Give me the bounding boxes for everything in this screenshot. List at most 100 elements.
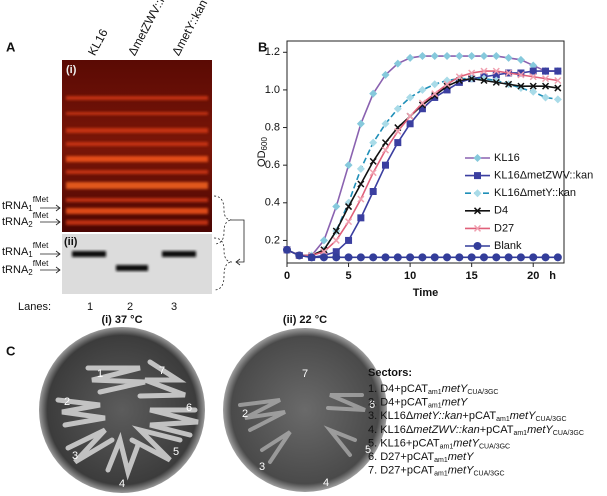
trna-sub: 2 xyxy=(28,220,33,229)
marker xyxy=(443,86,451,94)
marker xyxy=(381,161,389,169)
marker xyxy=(443,80,451,88)
marker xyxy=(492,253,501,262)
marker xyxy=(443,52,452,61)
trna-sup: fMet xyxy=(33,259,49,268)
marker xyxy=(332,253,341,262)
marker xyxy=(381,119,390,128)
marker xyxy=(418,105,426,113)
marker xyxy=(406,53,415,62)
sector-line: 6. D27+pCATam1metY xyxy=(368,451,474,464)
y-label-sub: 600 xyxy=(260,137,269,151)
marker xyxy=(553,95,562,104)
plate-title: (ii) 22 °C xyxy=(283,314,327,326)
marker xyxy=(431,93,439,101)
sector-text: 3. KL16Δ xyxy=(368,410,414,422)
marker xyxy=(332,202,341,211)
y-label-main: OD xyxy=(256,150,268,167)
sector-line: 1. D4+pCATam1metYCUA/3GC xyxy=(368,383,498,396)
lane-header: ΔmetZWV::kan xyxy=(125,0,175,58)
x-tick-label: 10 xyxy=(404,270,416,282)
marker xyxy=(443,82,451,90)
sector-text: metZWV::kan xyxy=(413,424,479,436)
trna-label: tRNA1fMet xyxy=(2,241,49,259)
section-label: (i) xyxy=(66,64,77,76)
trna-label: tRNA2fMet xyxy=(2,259,49,277)
marker xyxy=(504,253,513,262)
marker xyxy=(393,59,402,68)
x-tick-label: 20 xyxy=(527,270,539,282)
legend-marker xyxy=(473,207,482,215)
marker xyxy=(455,73,463,81)
marker xyxy=(529,67,537,75)
marker xyxy=(516,55,525,64)
marker xyxy=(468,69,476,77)
sector-text: am1 xyxy=(496,416,510,423)
marker xyxy=(381,70,390,79)
lanes-label: Lanes: xyxy=(18,301,51,313)
sector-number: 5 xyxy=(365,444,371,456)
marker xyxy=(517,71,525,79)
marker xyxy=(345,218,353,226)
marker xyxy=(479,253,488,262)
marker xyxy=(529,73,537,81)
trna-sup: fMet xyxy=(33,211,49,220)
sector-line: 5. KL16+pCATam1metYCUA/3GC xyxy=(368,437,510,450)
marker xyxy=(418,52,427,61)
sector-text: metY xyxy=(453,437,479,449)
sector-text: metY xyxy=(442,383,468,395)
sector-text: am1 xyxy=(434,470,448,477)
x-unit: h xyxy=(549,270,556,282)
sector-text: 6. D27+pCAT xyxy=(368,451,434,463)
lane-number: 1 xyxy=(87,301,93,313)
marker xyxy=(529,87,538,96)
marker xyxy=(369,188,377,196)
marker xyxy=(406,253,415,262)
panel-letter: A xyxy=(6,39,16,54)
legend-label: Blank xyxy=(494,240,522,252)
marker xyxy=(418,253,427,262)
trna-main: tRNA xyxy=(2,264,29,276)
marker xyxy=(467,253,476,262)
legend-marker xyxy=(473,154,482,162)
marker xyxy=(394,127,402,135)
marker xyxy=(505,80,513,88)
lane-header: KL16 xyxy=(85,26,111,58)
lane-number: 3 xyxy=(171,301,177,313)
marker xyxy=(393,253,402,262)
sector-line: 3. KL16ΔmetY::kan+pCATam1metYCUA/3GC xyxy=(368,410,567,423)
marker xyxy=(455,253,464,262)
marker xyxy=(418,101,426,109)
marker xyxy=(468,75,476,83)
legend-marker xyxy=(473,242,482,250)
marker xyxy=(542,82,550,90)
y-tick-label: 0.4 xyxy=(265,197,280,209)
y-tick-label: 0.6 xyxy=(265,159,280,171)
sector-text: 7. D27+pCAT xyxy=(368,465,434,477)
marker xyxy=(332,248,340,256)
sector-number: 4 xyxy=(119,478,125,490)
marker xyxy=(492,78,500,86)
sector-text: metY xyxy=(448,465,474,477)
marker xyxy=(541,93,550,102)
sector-text: metY xyxy=(527,424,553,436)
marker xyxy=(430,52,439,61)
sector-text: +pCAT xyxy=(480,424,514,436)
y-tick-label: 1.0 xyxy=(265,84,280,96)
sector-text: 2. D4+pCAT xyxy=(368,397,428,409)
marker xyxy=(394,139,402,147)
marker xyxy=(332,227,340,235)
marker xyxy=(542,75,550,83)
marker xyxy=(479,52,488,61)
marker xyxy=(554,76,562,85)
sector-line: 4. KL16ΔmetZWV::kan+pCATam1metYCUA/3GC xyxy=(368,424,584,437)
sector-text: CUA/3GC xyxy=(473,470,504,477)
marker xyxy=(529,61,538,70)
marker xyxy=(356,119,365,128)
marker xyxy=(529,82,537,90)
sector-text: metY xyxy=(448,451,474,463)
trna-main: tRNA xyxy=(2,200,29,212)
marker xyxy=(344,253,353,262)
sector-text: CUA/3GC xyxy=(553,430,584,437)
